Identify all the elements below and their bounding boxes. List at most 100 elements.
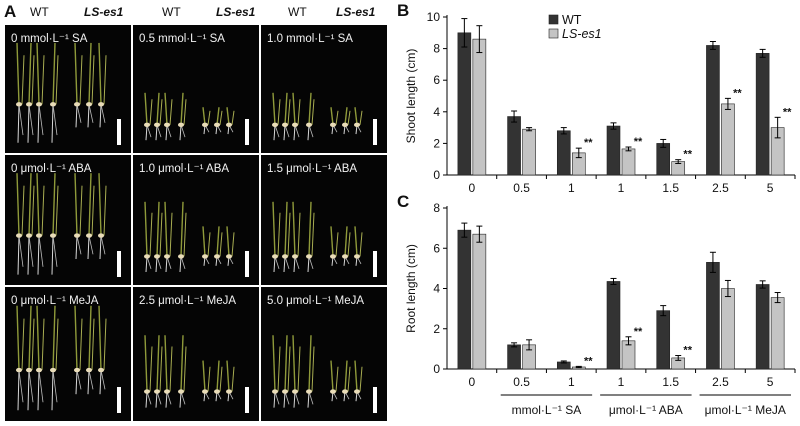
seedling-leaf — [91, 55, 95, 105]
seed — [36, 102, 42, 107]
seedling-shoot — [88, 305, 92, 371]
seedling-shoot — [74, 173, 78, 236]
seedling-shoot — [292, 201, 296, 257]
seedling-shoot — [98, 42, 102, 105]
wt-header: WT — [288, 5, 307, 19]
group-label: mmol·L⁻¹ SA — [512, 403, 582, 417]
seed — [98, 233, 104, 238]
seedling-root — [165, 391, 168, 408]
y-axis-label: Root length (cm) — [404, 244, 418, 333]
seedling-leaf — [277, 99, 281, 125]
seedling-shoot — [156, 201, 160, 257]
seed — [202, 254, 208, 259]
wt-header: WT — [162, 5, 181, 19]
seedling-leaf — [335, 110, 339, 125]
seedling-leaf — [335, 366, 339, 392]
group-label: μmol·L⁻¹ MeJA — [705, 403, 786, 417]
seedling-leaf — [21, 185, 25, 236]
seedling-leaf — [347, 232, 351, 257]
seedling-root — [38, 104, 44, 136]
seedling-root — [179, 256, 182, 273]
seed — [98, 367, 104, 373]
seedling-leaf — [359, 110, 363, 125]
seedling-leaf — [41, 185, 45, 236]
seedling-root — [52, 370, 58, 403]
seedling-shoot — [354, 226, 358, 257]
seedling-shoot — [16, 173, 20, 236]
seedling-leaf — [183, 346, 187, 392]
x-tick-label: 2.5 — [712, 375, 729, 389]
seedling-shoot — [28, 305, 32, 371]
wt-header: WT — [30, 5, 49, 19]
seed — [144, 122, 150, 128]
seed — [50, 102, 56, 107]
seedling-root — [17, 370, 20, 411]
significance-marker: ** — [634, 326, 643, 338]
seedling-shoot — [330, 107, 334, 125]
bar-ls-es1 — [472, 38, 487, 176]
seed — [74, 102, 80, 107]
seedling-shoot — [98, 173, 102, 236]
seedling-root — [283, 256, 286, 273]
photo-treatment-label: 1.0 mmol·L⁻¹ SA — [267, 33, 353, 45]
y-tick-label: 2 — [433, 322, 440, 336]
seedling-root — [76, 104, 82, 123]
seed — [50, 367, 56, 373]
seedling-shoot — [354, 360, 358, 392]
x-tick-label: 5 — [767, 181, 774, 195]
seedling-photo-sa-0: 0 mmol·L⁻¹ SA — [5, 25, 131, 153]
seed — [306, 122, 312, 128]
seedling-leaf — [277, 212, 281, 257]
y-axis-label: Shoot length (cm) — [404, 49, 418, 144]
seedling-root — [51, 104, 54, 143]
seedling-root — [145, 124, 148, 141]
seedling-root — [76, 369, 82, 390]
seedling-root — [100, 104, 106, 123]
seedling-leaf — [287, 99, 291, 125]
y-tick-label: 6 — [433, 73, 440, 87]
bar-wt — [457, 32, 472, 176]
seedling-photo-meja-2.5: 2.5 μmol·L⁻¹ MeJA — [133, 287, 259, 421]
seed — [50, 233, 56, 238]
seedling-root — [37, 370, 40, 411]
seedling-leaf — [79, 318, 83, 371]
seedling-photo-sa-1.0: 1.0 mmol·L⁻¹ SA — [261, 25, 387, 153]
seed — [282, 122, 288, 128]
significance-marker: ** — [783, 106, 792, 118]
seed — [354, 389, 360, 394]
photo-header-col1: WT LS-es1 — [30, 5, 140, 19]
bar-wt — [507, 116, 521, 176]
seedling-root — [27, 104, 30, 143]
group-label: μmol·L⁻¹ ABA — [609, 403, 683, 417]
y-tick-label: 4 — [433, 282, 440, 296]
significance-marker: ** — [584, 355, 593, 367]
seedling-shoot — [52, 173, 56, 236]
seed — [16, 233, 22, 238]
bar-ls-es1 — [472, 233, 487, 370]
seedling-shoot — [36, 305, 40, 371]
seed — [154, 254, 160, 259]
seedling-leaf — [207, 110, 211, 125]
photo-treatment-label: 1.5 μmol·L⁻¹ ABA — [267, 163, 358, 175]
y-tick-label: 10 — [427, 10, 441, 24]
seed — [354, 122, 360, 128]
seedling-shoot — [28, 173, 32, 236]
seedling-root — [17, 235, 20, 275]
seed — [354, 254, 360, 259]
x-tick-label: 1 — [618, 181, 625, 195]
seedling-shoot — [308, 335, 312, 392]
seed — [226, 254, 232, 259]
seed — [306, 389, 312, 394]
y-tick-label: 2 — [433, 136, 440, 150]
y-tick-label: 8 — [433, 42, 440, 56]
seedling-leaf — [79, 55, 83, 105]
mutant-header: LS-es1 — [336, 5, 376, 19]
seedling-leaf — [31, 55, 35, 105]
seedling-shoot — [202, 360, 206, 392]
seedling-leaf — [231, 366, 235, 392]
seedling-shoot — [284, 335, 288, 392]
seedling-leaf — [55, 318, 59, 371]
seedling-leaf — [103, 55, 107, 105]
bar-wt — [706, 45, 720, 176]
